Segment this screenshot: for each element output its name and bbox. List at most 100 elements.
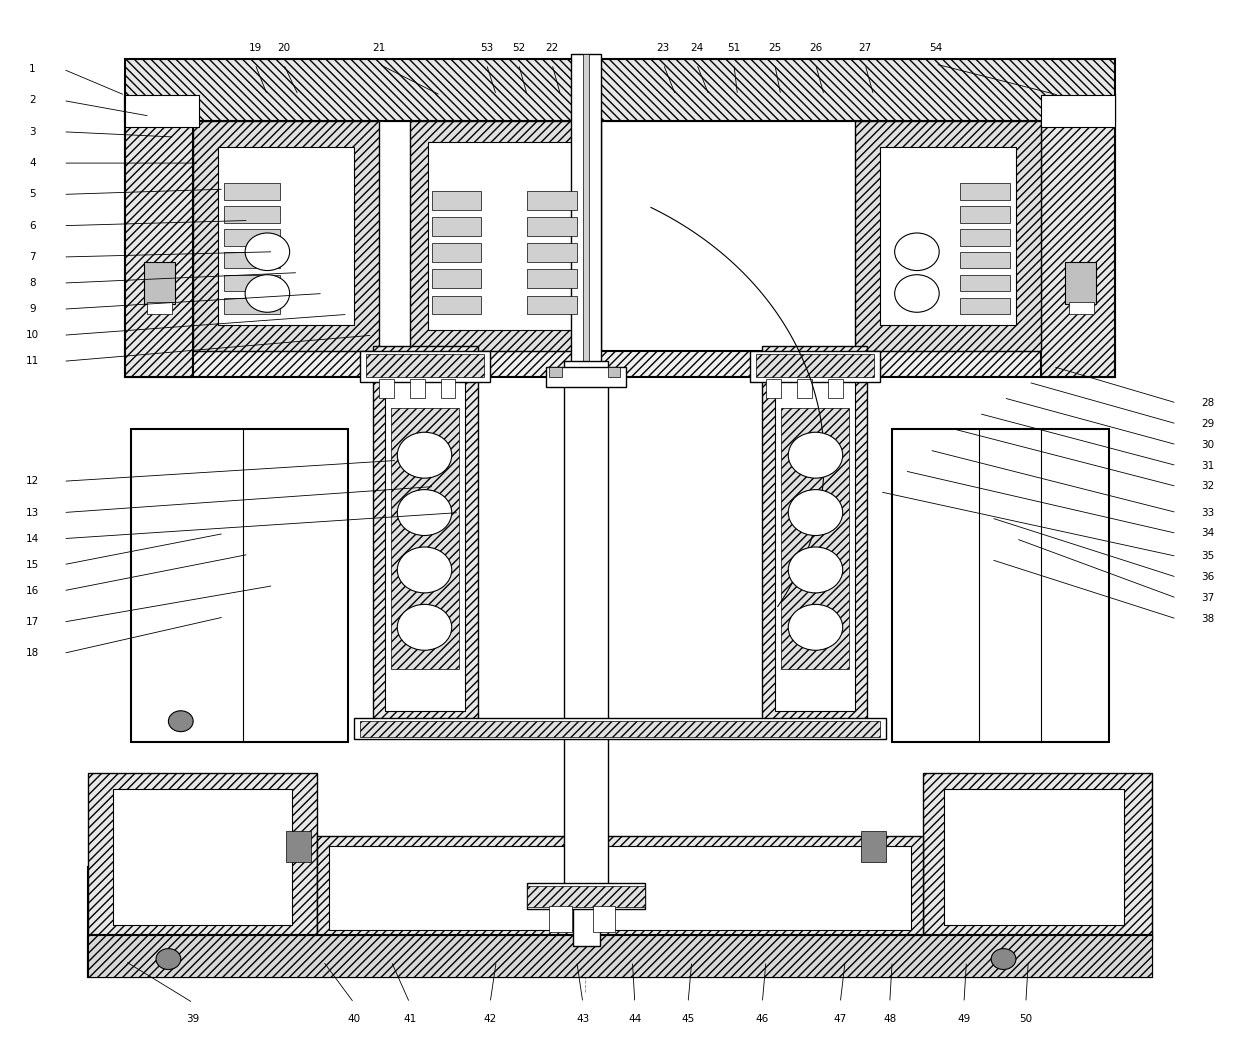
Circle shape [397,605,451,651]
Circle shape [156,949,181,970]
Circle shape [397,547,451,593]
Bar [224,206,280,223]
Circle shape [789,605,843,651]
Text: 15: 15 [26,560,38,570]
Bar [608,366,620,377]
Text: 40: 40 [347,1014,361,1024]
Text: 50: 50 [1019,1014,1033,1024]
Bar [317,836,923,940]
Text: 14: 14 [26,533,38,544]
Bar [960,229,1009,246]
Text: 5: 5 [29,189,36,200]
Circle shape [169,711,193,731]
Text: 9: 9 [29,304,36,314]
Bar [893,429,1109,742]
Text: 49: 49 [957,1014,971,1024]
Text: 43: 43 [577,1014,589,1024]
Bar [391,408,459,669]
Bar [330,846,910,930]
Text: 42: 42 [484,1014,497,1024]
Bar [432,244,481,263]
Text: 44: 44 [629,1014,641,1024]
Circle shape [246,233,290,271]
Bar [286,831,311,862]
Bar [144,263,175,304]
Text: 12: 12 [26,476,38,486]
Bar [549,906,572,932]
Bar [527,883,645,909]
Text: 17: 17 [26,617,38,628]
Bar [766,379,781,397]
Text: 53: 53 [480,43,494,53]
Bar [224,183,280,200]
Text: 8: 8 [29,278,36,288]
Bar [775,366,856,711]
Bar [527,244,577,263]
Text: 34: 34 [1202,528,1214,539]
Bar [856,121,1040,350]
Circle shape [895,275,939,313]
Text: 6: 6 [29,221,36,231]
Text: 24: 24 [691,43,703,53]
Bar [366,354,484,377]
Text: 11: 11 [26,357,38,366]
Text: 2: 2 [29,95,36,106]
Bar [583,53,589,596]
Text: 4: 4 [29,158,36,168]
Bar [113,789,293,925]
Circle shape [789,547,843,593]
Text: 46: 46 [755,1014,769,1024]
Bar [573,893,600,946]
Text: 47: 47 [833,1014,847,1024]
Text: 36: 36 [1202,572,1214,583]
Bar [960,298,1009,315]
Bar [750,350,880,382]
Text: 31: 31 [1202,460,1214,471]
Bar [360,721,880,736]
Bar [193,121,378,350]
Text: 13: 13 [26,507,38,518]
Bar [224,229,280,246]
Bar [353,719,887,738]
Bar [224,298,280,315]
Bar [432,218,481,236]
Circle shape [789,490,843,536]
Circle shape [246,275,290,313]
Circle shape [991,949,1016,970]
Text: 30: 30 [1202,439,1214,450]
Text: 33: 33 [1202,507,1214,518]
Text: 51: 51 [727,43,740,53]
Bar [527,270,577,289]
Bar [570,53,601,596]
Bar [224,275,280,292]
Bar [440,379,455,397]
Bar [960,252,1009,269]
Bar [593,906,615,932]
Bar [960,275,1009,292]
Bar [193,121,1040,350]
Text: 21: 21 [372,43,386,53]
Text: 45: 45 [682,1014,694,1024]
Bar [88,935,1152,977]
Text: 52: 52 [512,43,526,53]
Bar [88,867,1152,977]
Text: 29: 29 [1202,418,1214,429]
Text: 1: 1 [29,64,36,74]
Text: 32: 32 [1202,481,1214,492]
Bar [880,147,1016,325]
Bar [125,95,1115,377]
Bar [944,789,1123,925]
Bar [763,345,868,731]
Text: 3: 3 [29,127,36,137]
Text: 20: 20 [277,43,290,53]
Text: 41: 41 [403,1014,417,1024]
Bar [125,59,1115,121]
Text: 26: 26 [808,43,822,53]
Text: 39: 39 [186,1014,200,1024]
Bar [527,296,577,315]
Bar [1069,302,1094,315]
Text: 35: 35 [1202,551,1214,562]
Text: 38: 38 [1202,614,1214,624]
Text: 7: 7 [29,252,36,262]
Bar [428,142,583,329]
